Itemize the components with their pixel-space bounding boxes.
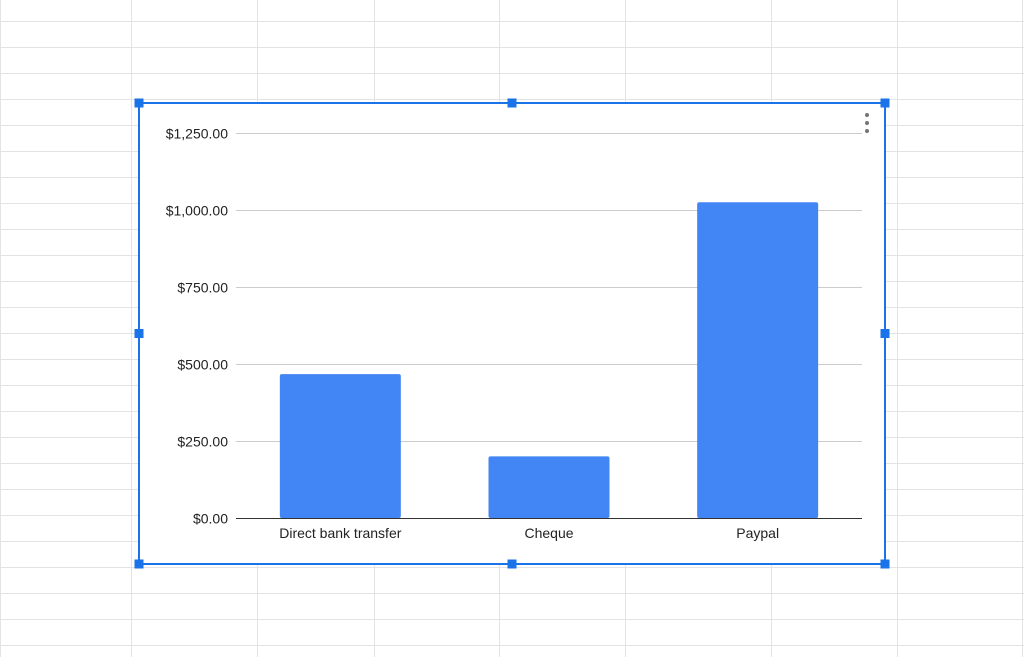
more-vert-icon	[865, 121, 869, 125]
bar[interactable]	[488, 456, 610, 518]
bar[interactable]	[279, 374, 401, 518]
x-tick-label: Cheque	[524, 525, 573, 541]
resize-handle[interactable]	[880, 559, 890, 569]
resize-handle[interactable]	[134, 559, 144, 569]
x-axis-ticks: Direct bank transfer Cheque Paypal	[279, 525, 779, 541]
resize-handle[interactable]	[134, 98, 144, 108]
x-tick-label: Paypal	[736, 525, 779, 541]
chart-menu-button[interactable]	[857, 110, 877, 136]
bar[interactable]	[697, 202, 819, 519]
resize-handle[interactable]	[880, 329, 890, 338]
y-tick-label: $250.00	[177, 434, 228, 450]
resize-handle[interactable]	[507, 98, 517, 108]
more-vert-icon	[865, 113, 869, 117]
y-tick-label: $500.00	[177, 357, 228, 373]
more-vert-icon	[865, 129, 869, 133]
resize-handle[interactable]	[880, 98, 890, 108]
bar-series	[279, 202, 819, 519]
y-tick-label: $750.00	[177, 280, 228, 296]
selection-border	[138, 102, 886, 565]
y-axis-ticks: $0.00 $250.00 $500.00 $750.00 $1,000.00 $1,25…	[166, 126, 229, 527]
resize-handle[interactable]	[134, 329, 144, 338]
resize-handle[interactable]	[507, 559, 517, 569]
y-tick-label: $1,000.00	[166, 203, 228, 219]
x-tick-label: Direct bank transfer	[279, 525, 401, 541]
y-tick-label: $1,250.00	[166, 126, 228, 142]
y-tick-label: $0.00	[193, 511, 228, 527]
